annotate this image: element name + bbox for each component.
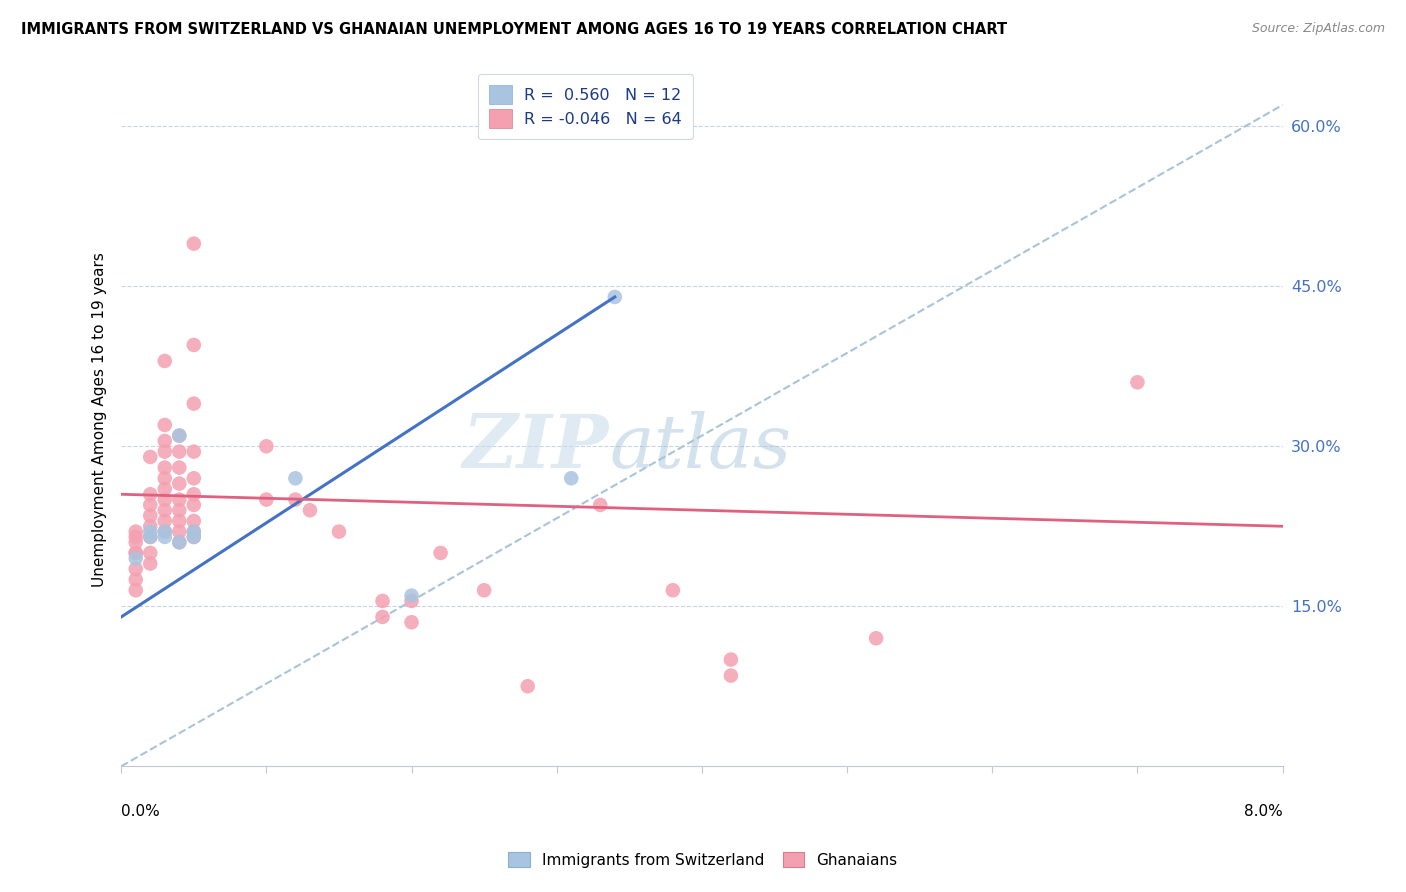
Point (183, 338, 205, 352)
Point (371, 610, 394, 624)
Point (169, 535, 191, 549)
Point (169, 492, 191, 507)
Point (139, 557, 162, 571)
Point (153, 434, 176, 448)
Point (139, 508, 162, 523)
Text: 8.0%: 8.0% (1244, 805, 1282, 820)
Point (125, 535, 148, 549)
Point (139, 524, 162, 539)
Point (284, 471, 307, 485)
Point (139, 519, 162, 533)
Point (589, 498, 612, 512)
Y-axis label: Unemployment Among Ages 16 to 19 years: Unemployment Among Ages 16 to 19 years (93, 252, 107, 587)
Point (153, 444, 176, 458)
Point (720, 652, 742, 666)
Point (254, 492, 277, 507)
Text: 0.0%: 0.0% (121, 805, 160, 820)
Point (125, 524, 148, 539)
Point (371, 594, 394, 608)
Text: Source: ZipAtlas.com: Source: ZipAtlas.com (1251, 22, 1385, 36)
Point (125, 583, 148, 598)
Point (516, 679, 538, 693)
Legend: R =  0.560   N = 12, R = -0.046   N = 64: R = 0.560 N = 12, R = -0.046 N = 64 (478, 74, 693, 139)
Point (183, 514, 205, 528)
Point (603, 290, 626, 304)
Point (125, 573, 148, 587)
Point (139, 546, 162, 560)
Point (153, 417, 176, 432)
Point (139, 498, 162, 512)
Point (153, 471, 176, 485)
Point (183, 487, 205, 501)
Point (284, 492, 307, 507)
Point (169, 428, 191, 442)
Point (153, 492, 176, 507)
Point (139, 450, 162, 464)
Point (183, 498, 205, 512)
Point (183, 396, 205, 410)
Point (153, 503, 176, 517)
Point (401, 589, 423, 603)
Point (169, 476, 191, 491)
Text: IMMIGRANTS FROM SWITZERLAND VS GHANAIAN UNEMPLOYMENT AMONG AGES 16 TO 19 YEARS C: IMMIGRANTS FROM SWITZERLAND VS GHANAIAN … (21, 22, 1007, 37)
Legend: Immigrants from Switzerland, Ghanaians: Immigrants from Switzerland, Ghanaians (502, 846, 904, 873)
Point (298, 503, 321, 517)
Point (139, 530, 162, 544)
Point (401, 594, 423, 608)
Point (560, 471, 582, 485)
Point (153, 524, 176, 539)
Point (153, 354, 176, 368)
Point (153, 524, 176, 539)
Point (125, 546, 148, 560)
Point (125, 551, 148, 566)
Point (183, 444, 205, 458)
Point (183, 236, 205, 251)
Point (183, 471, 205, 485)
Point (183, 524, 205, 539)
Point (169, 444, 191, 458)
Point (125, 530, 148, 544)
Point (865, 632, 887, 646)
Point (720, 668, 742, 682)
Point (153, 482, 176, 496)
Point (254, 439, 277, 453)
Text: atlas: atlas (609, 411, 792, 483)
Point (153, 514, 176, 528)
Point (153, 460, 176, 475)
Point (429, 546, 451, 560)
Point (169, 514, 191, 528)
Point (472, 583, 495, 598)
Point (183, 530, 205, 544)
Point (125, 562, 148, 576)
Point (153, 530, 176, 544)
Point (139, 487, 162, 501)
Point (401, 615, 423, 630)
Point (169, 460, 191, 475)
Point (169, 524, 191, 539)
Point (183, 524, 205, 539)
Point (169, 535, 191, 549)
Point (183, 530, 205, 544)
Point (169, 503, 191, 517)
Point (125, 546, 148, 560)
Point (169, 428, 191, 442)
Point (139, 530, 162, 544)
Point (1126, 376, 1149, 390)
Text: ZIP: ZIP (463, 411, 609, 483)
Point (662, 583, 685, 598)
Point (328, 524, 350, 539)
